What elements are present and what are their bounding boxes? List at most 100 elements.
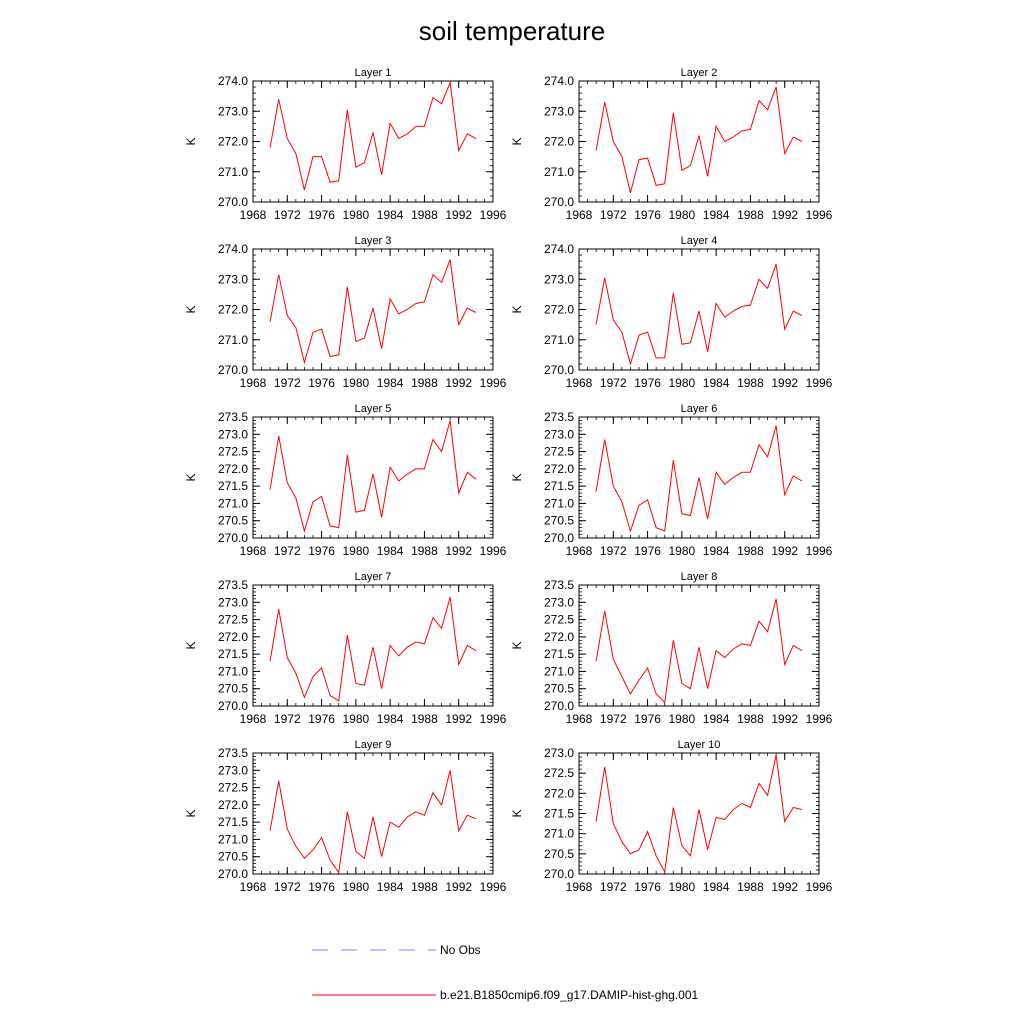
y-tick-label: 270.0 xyxy=(544,363,574,377)
x-tick-label: 1996 xyxy=(480,208,507,222)
x-tick-label: 1976 xyxy=(634,880,661,894)
x-tick-label: 1976 xyxy=(634,376,661,390)
x-tick-label: 1972 xyxy=(600,376,627,390)
plot-frame xyxy=(578,248,820,371)
panel-layer-1: 1968 1972 1976 1980 1984 1988 1992 1996 270.0 271… xyxy=(184,67,507,222)
panel-layer-9: 1968 1972 1976 1980 1984 1988 1992 1996 270.0 270… xyxy=(184,739,507,894)
x-tick-label: 1988 xyxy=(737,880,764,894)
panel-layer-10: 1968 1972 1976 1980 1984 1988 1992 1996 270.0 270… xyxy=(510,739,833,894)
y-tick-label: 273.5 xyxy=(218,410,248,424)
y-tick-label: 272.5 xyxy=(544,613,574,627)
x-tick-label: 1972 xyxy=(274,880,301,894)
x-tick-label: 1980 xyxy=(669,544,696,558)
x-tick-label: 1988 xyxy=(737,376,764,390)
plot-frame xyxy=(578,584,820,707)
x-tick-label: 1988 xyxy=(737,208,764,222)
figure-title: soil temperature xyxy=(419,16,605,46)
y-tick-label: 272.5 xyxy=(218,613,248,627)
y-axis-label: K xyxy=(184,473,198,481)
y-tick-label: 270.5 xyxy=(218,850,248,864)
x-tick-label: 1976 xyxy=(634,544,661,558)
y-tick-label: 273.5 xyxy=(544,578,574,592)
y-tick-label: 271.0 xyxy=(218,496,248,510)
x-tick-label: 1968 xyxy=(240,544,267,558)
y-tick-label: 270.0 xyxy=(544,867,574,881)
y-tick-label: 272.0 xyxy=(544,135,574,149)
y-tick-label: 273.0 xyxy=(544,595,574,609)
x-tick-label: 1980 xyxy=(669,880,696,894)
y-tick-label: 272.5 xyxy=(218,781,248,795)
panel-layer-4: 1968 1972 1976 1980 1984 1988 1992 1996 270.0 271… xyxy=(510,235,833,390)
y-tick-label: 272.0 xyxy=(544,786,574,800)
panel-title: Layer 5 xyxy=(355,403,392,415)
y-tick-label: 273.0 xyxy=(218,272,248,286)
y-tick-label: 273.0 xyxy=(544,104,574,118)
y-tick-label: 272.0 xyxy=(544,462,574,476)
x-tick-label: 1992 xyxy=(771,208,798,222)
panel-layer-8: 1968 1972 1976 1980 1984 1988 1992 1996 270.0 270… xyxy=(510,571,833,726)
y-tick-label: 270.0 xyxy=(544,699,574,713)
y-tick-label: 270.0 xyxy=(218,699,248,713)
x-tick-label: 1992 xyxy=(445,544,472,558)
x-tick-label: 1996 xyxy=(806,712,833,726)
y-tick-label: 273.0 xyxy=(218,595,248,609)
y-tick-label: 273.0 xyxy=(218,427,248,441)
x-tick-label: 1992 xyxy=(771,712,798,726)
series-line xyxy=(595,425,803,533)
y-tick-label: 270.5 xyxy=(544,682,574,696)
y-tick-label: 270.0 xyxy=(544,531,574,545)
x-tick-label: 1972 xyxy=(600,544,627,558)
y-tick-label: 274.0 xyxy=(218,74,248,88)
y-tick-label: 272.0 xyxy=(218,135,248,149)
x-tick-label: 1992 xyxy=(771,544,798,558)
y-tick-label: 272.0 xyxy=(218,462,248,476)
y-tick-label: 271.5 xyxy=(218,647,248,661)
panel-layer-2: 1968 1972 1976 1980 1984 1988 1992 1996 270.0 271… xyxy=(510,67,833,222)
y-axis-label: K xyxy=(510,305,524,313)
y-tick-label: 271.0 xyxy=(544,496,574,510)
panel-title: Layer 10 xyxy=(678,739,721,751)
panel-layer-5: 1968 1972 1976 1980 1984 1988 1992 1996 270.0 270… xyxy=(184,403,507,558)
x-tick-label: 1972 xyxy=(274,208,301,222)
panel-layer-7: 1968 1972 1976 1980 1984 1988 1992 1996 270.0 270… xyxy=(184,571,507,726)
x-tick-label: 1988 xyxy=(411,712,438,726)
x-tick-label: 1968 xyxy=(240,712,267,726)
x-tick-label: 1976 xyxy=(308,376,335,390)
y-tick-label: 270.5 xyxy=(218,514,248,528)
legend: No Obs b.e21.B1850cmip6.f09_g17.DAMIP-hi… xyxy=(312,943,698,1002)
x-tick-label: 1980 xyxy=(343,544,370,558)
y-tick-label: 272.5 xyxy=(218,445,248,459)
y-axis-label: K xyxy=(510,809,524,817)
x-tick-label: 1996 xyxy=(806,544,833,558)
x-tick-label: 1976 xyxy=(308,880,335,894)
x-tick-label: 1980 xyxy=(343,880,370,894)
series-line xyxy=(595,598,803,704)
series-line xyxy=(269,596,477,702)
legend-obs-label: No Obs xyxy=(440,943,481,957)
x-tick-label: 1976 xyxy=(634,208,661,222)
x-tick-label: 1976 xyxy=(308,712,335,726)
x-tick-label: 1980 xyxy=(669,208,696,222)
x-tick-label: 1988 xyxy=(411,880,438,894)
y-tick-label: 270.5 xyxy=(218,682,248,696)
x-tick-label: 1968 xyxy=(566,208,593,222)
x-tick-label: 1984 xyxy=(377,880,404,894)
x-tick-label: 1992 xyxy=(445,712,472,726)
y-tick-label: 271.0 xyxy=(218,664,248,678)
series-line xyxy=(595,263,803,366)
panel-title: Layer 6 xyxy=(681,403,718,415)
x-tick-label: 1996 xyxy=(806,376,833,390)
panel-layer-6: 1968 1972 1976 1980 1984 1988 1992 1996 270.0 270… xyxy=(510,403,833,558)
x-tick-label: 1980 xyxy=(343,376,370,390)
y-axis-label: K xyxy=(184,809,198,817)
y-tick-label: 271.5 xyxy=(218,815,248,829)
x-tick-label: 1976 xyxy=(308,208,335,222)
x-tick-label: 1992 xyxy=(771,880,798,894)
x-tick-label: 1984 xyxy=(377,544,404,558)
panel-title: Layer 3 xyxy=(355,235,392,247)
x-tick-label: 1972 xyxy=(600,208,627,222)
x-tick-label: 1984 xyxy=(703,376,730,390)
y-tick-label: 271.5 xyxy=(544,647,574,661)
y-tick-label: 273.5 xyxy=(218,746,248,760)
x-tick-label: 1984 xyxy=(377,208,404,222)
